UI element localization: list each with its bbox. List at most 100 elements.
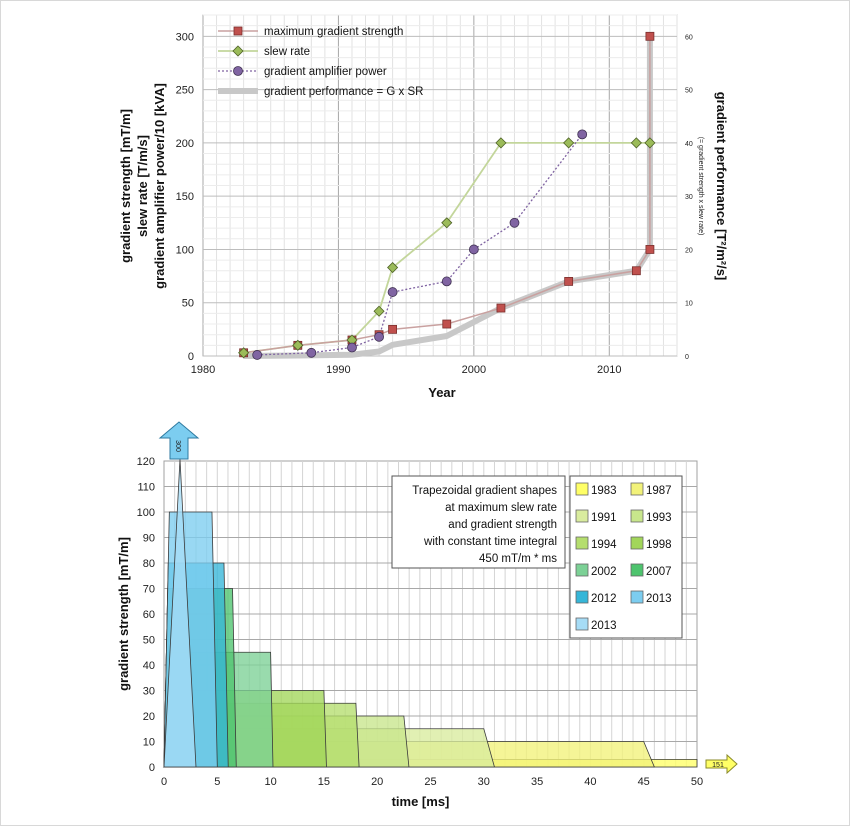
y-tick-label: 100 xyxy=(137,507,155,519)
x-tick-label: 10 xyxy=(264,776,276,788)
y-tick-label: 300 xyxy=(176,31,194,43)
legend-label-gradient-strength: maximum gradient strength xyxy=(264,26,403,38)
overflow-arrow-up: 300 xyxy=(158,421,200,460)
legend-label-1983: 1983 xyxy=(591,485,617,497)
legend-swatch-1991 xyxy=(575,509,589,523)
y-tick-label: 40 xyxy=(143,660,155,672)
x-tick-label: 1990 xyxy=(326,364,350,376)
legend-label-slew-rate: slew rate xyxy=(264,46,310,58)
x-tick-label: 0 xyxy=(161,776,167,788)
y-tick-label: 150 xyxy=(176,191,194,203)
amplifier-power-point xyxy=(577,129,588,140)
trapezoid-2013-300 xyxy=(163,458,197,768)
legend-label-1993: 1993 xyxy=(646,512,672,524)
y2-tick-label: 0 xyxy=(685,354,689,361)
slew-rate-point xyxy=(644,137,656,149)
legend-label-2013: 2013 xyxy=(646,593,672,605)
y2-tick-label: 40 xyxy=(685,141,693,148)
gradient-strength-point xyxy=(442,319,452,329)
legend-label-2013: 2013 xyxy=(591,620,617,632)
gradient-strength-point xyxy=(564,277,574,286)
y2-tick-label: 30 xyxy=(685,194,693,201)
amplifier-power-point xyxy=(374,331,384,342)
amplifier-power-point xyxy=(387,287,398,297)
chart-gradient-history: 1980 1990 2000 2010 0 50 100 150 200 250 300 0 10 20 3… xyxy=(118,14,729,400)
annotation-line: at maximum slew rate xyxy=(445,502,557,514)
x-tick-label: 35 xyxy=(531,776,543,788)
overflow-label-right: 151 xyxy=(712,762,724,769)
legend-label-1998: 1998 xyxy=(646,539,672,551)
slew-rate-point xyxy=(563,137,575,149)
y2-tick-label: 20 xyxy=(685,247,693,254)
overflow-arrow-right: 151 xyxy=(705,753,738,775)
legend-label-gradient-performance: gradient performance = G x SR xyxy=(264,86,423,98)
y-tick-label: 50 xyxy=(182,298,194,310)
overflow-label-top: 300 xyxy=(174,440,181,452)
y2-axis-label: gradient performance [T²/m²/s] xyxy=(714,92,729,281)
gradient-strength-point xyxy=(496,303,506,313)
y-tick-label: 80 xyxy=(143,558,155,570)
legend-swatch-1987 xyxy=(630,482,644,496)
amplifier-power-point xyxy=(468,244,479,255)
gradient-strength-point xyxy=(645,245,655,254)
y-tick-label: 60 xyxy=(143,609,155,621)
overflow-arrow-up-shape xyxy=(158,421,200,460)
legend-marker-slew-rate xyxy=(232,45,244,57)
legend-marker-amplifier-power xyxy=(233,66,243,76)
y-tick-label: 20 xyxy=(143,711,155,723)
legend-swatch-1993 xyxy=(630,509,644,523)
legend-label-1991: 1991 xyxy=(591,512,617,524)
legend-swatch-2002 xyxy=(575,563,589,577)
amplifier-power-point xyxy=(306,347,317,358)
annotation-line: Trapezoidal gradient shapes xyxy=(412,485,557,497)
gradient-strength-point xyxy=(631,266,641,276)
annotation-line: and gradient strength xyxy=(448,519,557,531)
legend-swatch-2007 xyxy=(630,563,644,577)
y-tick-label: 250 xyxy=(176,85,194,97)
y-axis-label: gradient strength [mT/m] slew rate [T/m/s… xyxy=(118,83,167,289)
legend-label-2002: 2002 xyxy=(591,566,617,578)
annotation-line: with constant time integral xyxy=(423,536,557,548)
x-tick-label: 40 xyxy=(584,776,596,788)
y2-tick-label: 10 xyxy=(685,301,693,308)
x-tick-label: 2000 xyxy=(462,364,486,376)
annotation-line: 450 mT/m * ms xyxy=(479,553,557,565)
legend-label-2012: 2012 xyxy=(591,593,617,605)
x-tick-label: 15 xyxy=(318,776,330,788)
y-axis-label-line: slew rate [T/m/s] xyxy=(135,135,150,237)
legend-label-2007: 2007 xyxy=(646,566,672,578)
y-tick-label: 30 xyxy=(143,686,155,698)
x-tick-label: 45 xyxy=(638,776,650,788)
slew-rate-point xyxy=(292,339,304,351)
y-tick-label: 110 xyxy=(137,482,155,494)
x-tick-label: 25 xyxy=(424,776,436,788)
slew-rate-point xyxy=(373,305,385,317)
y-tick-label: 70 xyxy=(143,584,155,596)
annotation-box xyxy=(391,475,566,569)
y-axis-label-line: gradient amplifier power/10 [kVA] xyxy=(152,83,167,289)
x-axis-label: time [ms] xyxy=(392,794,450,809)
y-tick-label: 10 xyxy=(143,737,155,749)
y2-tick-label: 50 xyxy=(685,88,693,95)
y-axis-label: gradient strength [mT/m] xyxy=(116,537,131,691)
x-tick-label: 30 xyxy=(478,776,490,788)
slew-rate-point xyxy=(441,217,453,229)
legend-swatch-1994 xyxy=(575,536,589,550)
series-amplifier-power-line xyxy=(257,133,583,356)
y-tick-label: 200 xyxy=(176,138,194,150)
amplifier-power-point xyxy=(509,217,520,228)
x-tick-label: 1980 xyxy=(191,364,215,376)
y-tick-label: 50 xyxy=(143,635,155,647)
slew-rate-point xyxy=(387,261,399,274)
legend-swatch-2012 xyxy=(575,590,589,604)
amplifier-power-point xyxy=(441,276,452,287)
legend-swatch-1983 xyxy=(575,482,589,496)
x-tick-label: 2010 xyxy=(597,364,621,376)
legend-swatch-2013 xyxy=(575,617,589,631)
legend-marker-gradient-strength xyxy=(233,26,243,36)
x-tick-label: 50 xyxy=(691,776,703,788)
y-tick-label: 100 xyxy=(176,244,194,256)
y-tick-label: 120 xyxy=(137,456,155,468)
x-axis-label: Year xyxy=(428,385,455,400)
